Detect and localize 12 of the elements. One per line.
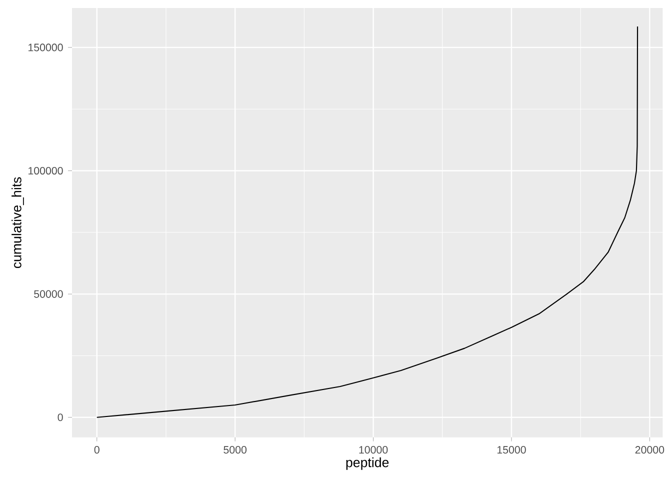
x-tick-label: 15000	[497, 446, 526, 454]
x-tick-label: 10000	[359, 446, 388, 454]
x-axis-title: peptide	[346, 457, 389, 470]
y-tick-label: 0	[58, 414, 63, 422]
y-tick-label: 50000	[34, 290, 63, 298]
y-tick-label: 100000	[28, 166, 63, 175]
y-axis-title: cumulative_hits	[12, 177, 24, 268]
line-series	[96, 26, 638, 418]
x-tick-label: 20000	[635, 446, 664, 454]
x-tick-label: 5000	[224, 446, 247, 454]
x-tick-label: 0	[94, 446, 100, 454]
y-tick-label: 150000	[28, 44, 63, 52]
